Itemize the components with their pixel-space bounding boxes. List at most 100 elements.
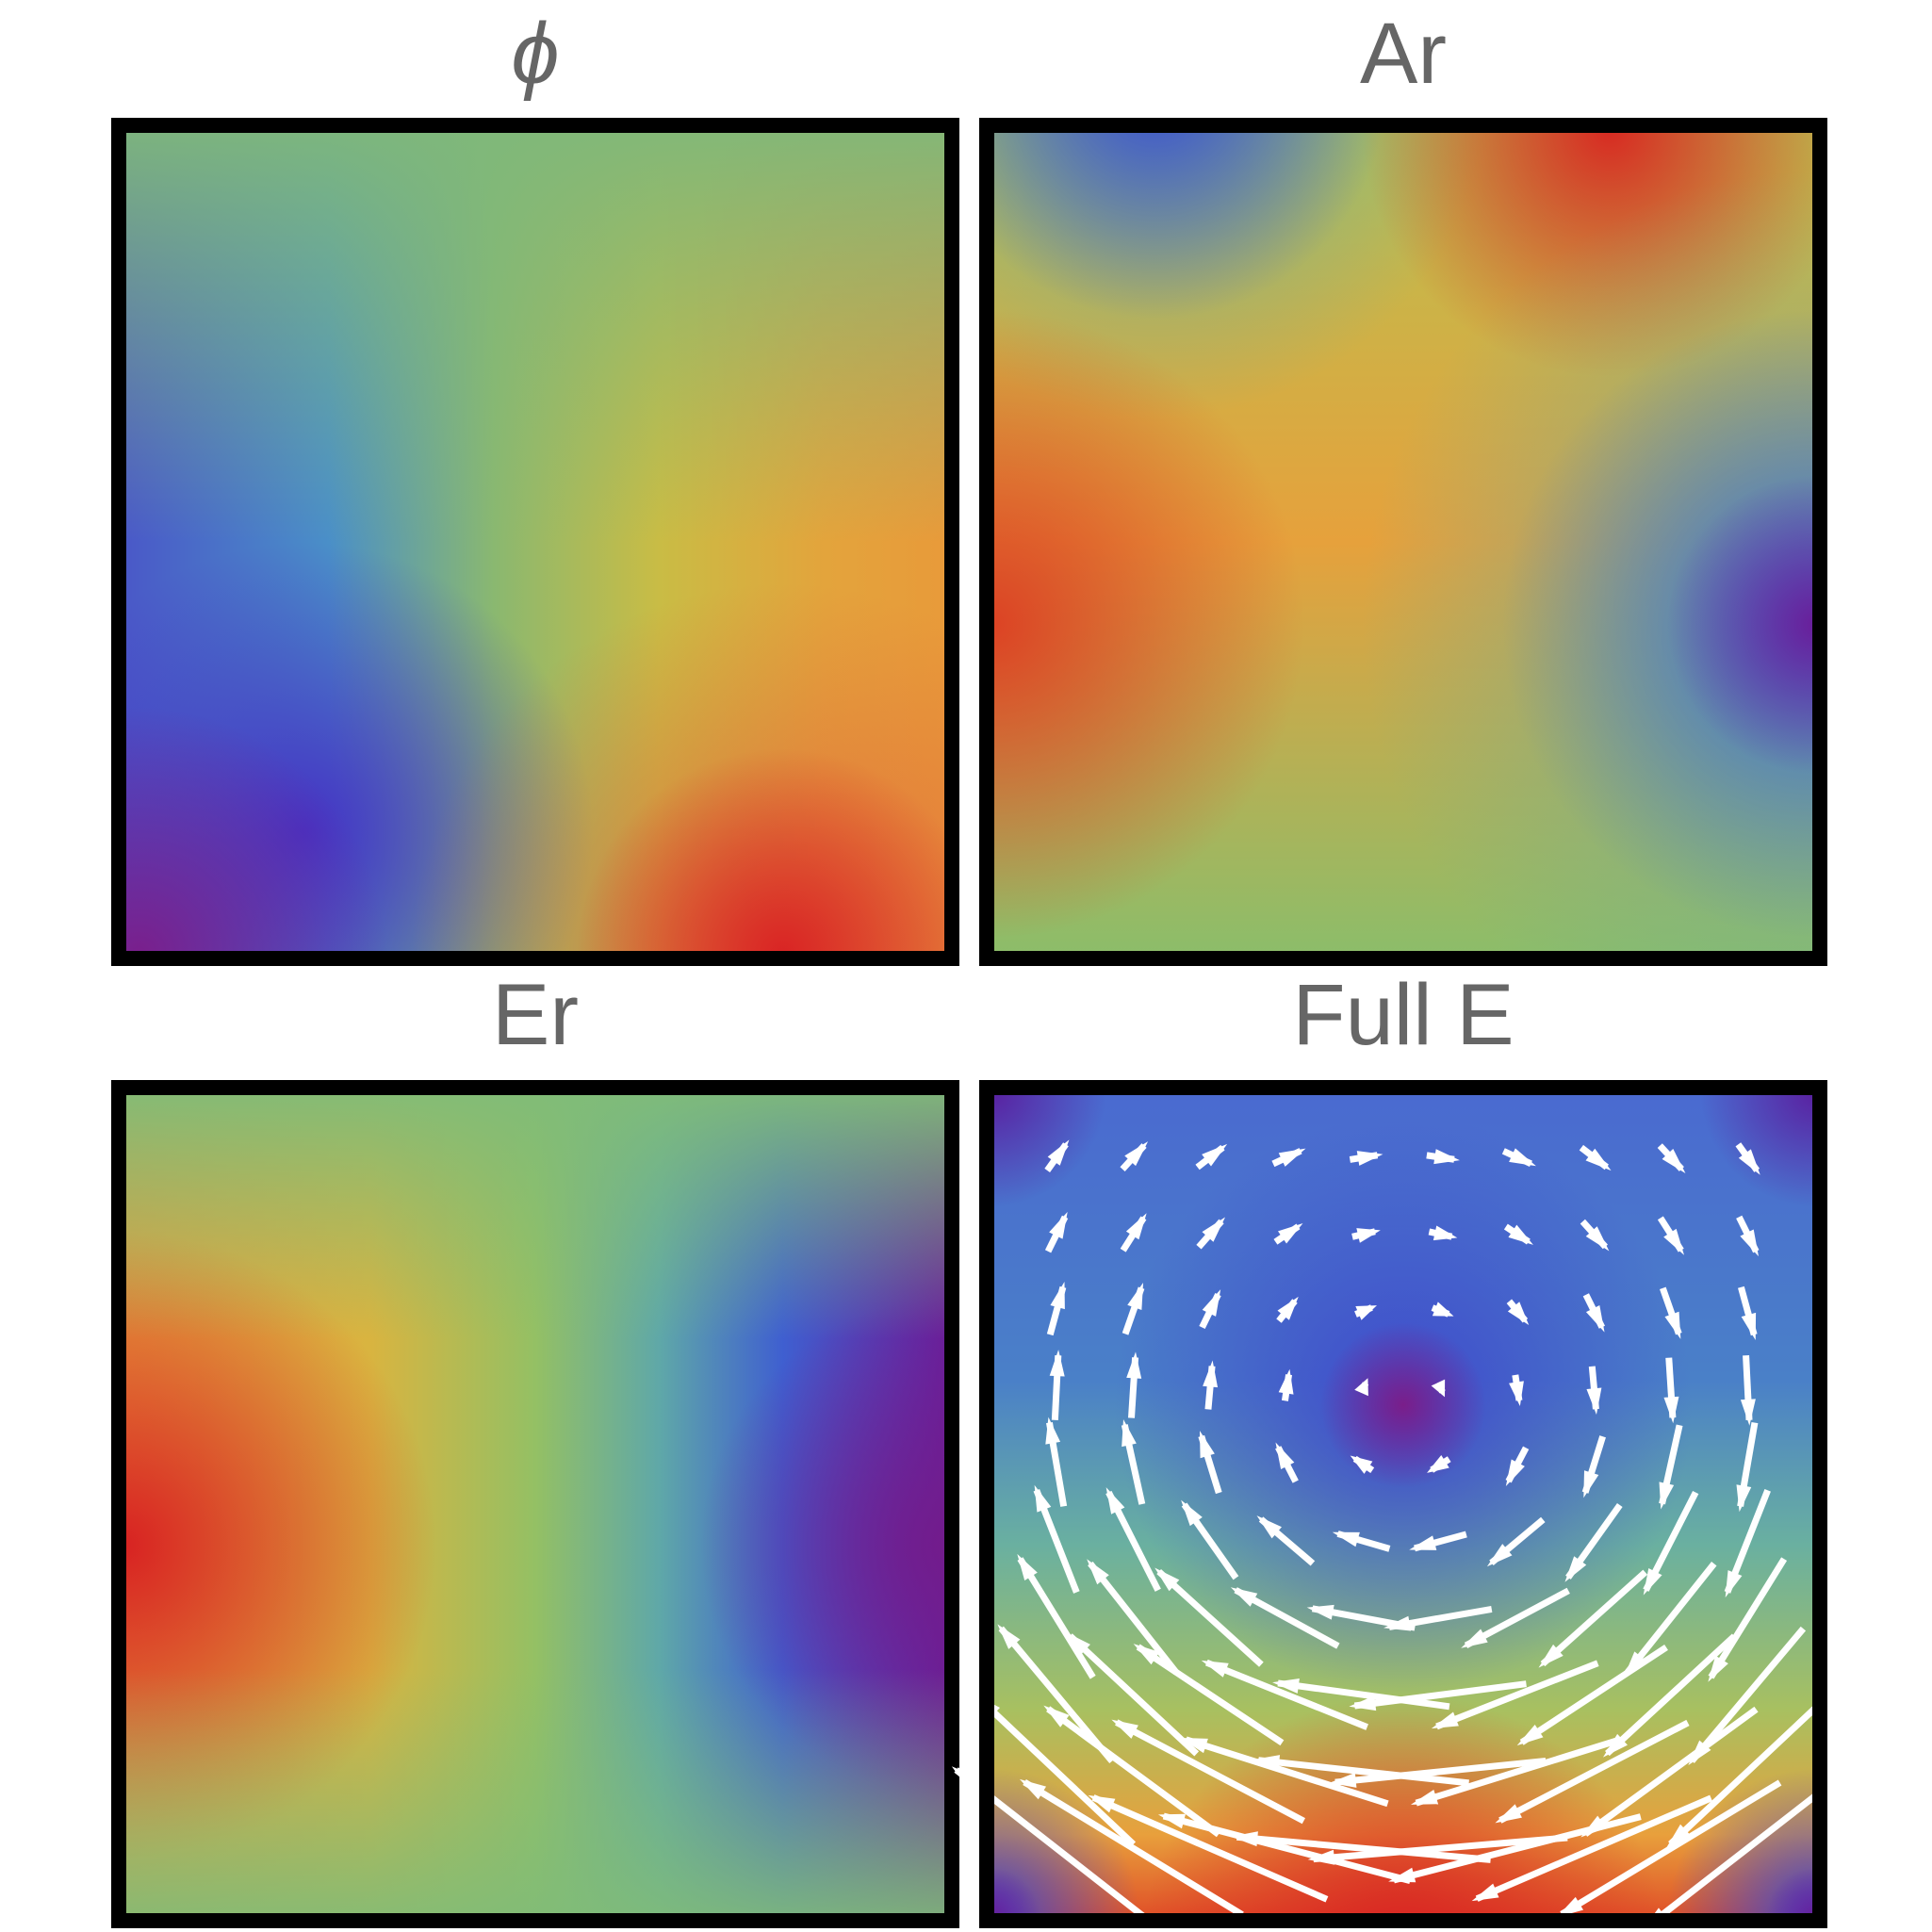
arrow-head	[1486, 1544, 1513, 1567]
arrow-head	[1708, 1655, 1728, 1682]
arrow-head	[1432, 1302, 1454, 1317]
arrow-head	[1505, 1459, 1525, 1487]
arrow	[1277, 1679, 1450, 1711]
arrow-head	[1272, 1678, 1300, 1694]
arrow-head	[1047, 1139, 1070, 1166]
arrow-head	[1666, 1824, 1691, 1848]
arrow	[1156, 1568, 1264, 1667]
arrow	[1236, 1833, 1491, 1863]
arrow	[1498, 1719, 1690, 1824]
arrow	[1257, 1757, 1469, 1787]
arrow-head	[1034, 1484, 1052, 1513]
arrow-head	[1329, 1772, 1357, 1788]
arrow-head	[1356, 1228, 1381, 1243]
arrow	[1625, 1562, 1717, 1675]
arrow-head	[1356, 1151, 1384, 1166]
arrow-head	[1583, 1470, 1599, 1498]
arrow	[1475, 1794, 1712, 1902]
arrow	[1185, 1736, 1389, 1808]
arrow-head	[1624, 1651, 1646, 1678]
arrow-head	[1087, 1559, 1109, 1585]
arrow-head	[1643, 1568, 1662, 1596]
arrow-head	[1556, 1896, 1584, 1918]
arrow	[1334, 1758, 1547, 1786]
arrow-head	[1427, 1454, 1449, 1473]
arrow-head	[1516, 1725, 1544, 1746]
arrow-head	[1433, 1225, 1458, 1241]
arrow-head	[1043, 1705, 1070, 1727]
arrow	[1023, 1778, 1244, 1918]
arrow-head	[1230, 1587, 1258, 1607]
arrow-head	[1471, 1883, 1499, 1902]
arrow-head	[1105, 1487, 1125, 1514]
arrow-head	[1354, 1378, 1368, 1397]
arrow-head	[1538, 1644, 1564, 1668]
arrow-head	[1231, 1831, 1258, 1847]
arrow-head	[1355, 1305, 1377, 1320]
arrow-head	[1088, 1794, 1116, 1813]
arrow-head	[1585, 1304, 1605, 1333]
arrow	[1668, 1696, 1827, 1847]
arrow	[1017, 1557, 1096, 1679]
arrow-head	[997, 1624, 1021, 1649]
arrow-head	[1663, 1396, 1679, 1424]
arrow-head	[1133, 1644, 1160, 1665]
heatmap	[123, 1091, 948, 1917]
arrow-head	[1461, 1629, 1488, 1648]
heatmap	[123, 129, 948, 955]
arrow-head	[1663, 1228, 1685, 1255]
arrow-head	[1017, 1553, 1038, 1580]
arrow	[1540, 1569, 1648, 1667]
arrow-head	[1580, 1815, 1607, 1838]
arrow-head	[1278, 1368, 1294, 1395]
arrow-head	[1585, 1226, 1610, 1252]
arrow-head	[1738, 1149, 1760, 1175]
arrow-head	[1019, 1778, 1047, 1800]
arrow-head	[1495, 1804, 1522, 1824]
arrow	[1605, 1633, 1737, 1757]
arrow	[1136, 1644, 1285, 1746]
arrow	[1689, 1626, 1807, 1763]
arrow-head	[1307, 1849, 1335, 1865]
arrow-head	[1350, 1455, 1373, 1474]
arrow-head	[1431, 1711, 1459, 1729]
arrow-head	[1585, 1148, 1612, 1171]
arrow	[1205, 1659, 1368, 1730]
panel-frame	[979, 1080, 1827, 1928]
arrow-head	[1431, 1379, 1446, 1398]
panel-title: ϕ	[511, 6, 559, 102]
arrow-head	[1662, 1148, 1686, 1173]
arrow-head	[1508, 1224, 1533, 1245]
arrow	[1435, 1660, 1599, 1730]
panel-frame	[979, 118, 1827, 966]
arrow-head	[1127, 1282, 1144, 1311]
arrow-head	[1509, 1381, 1524, 1406]
arrow-head	[1388, 1867, 1416, 1883]
panel-frame	[111, 118, 959, 966]
panel-title: Ar	[1360, 6, 1447, 102]
arrow	[1353, 1680, 1527, 1710]
arrow	[1583, 1706, 1759, 1837]
arrow-head	[1111, 1719, 1138, 1739]
arrow-head	[1049, 1211, 1068, 1239]
arrow-head	[1410, 1789, 1439, 1805]
arrow-head	[1050, 1282, 1065, 1310]
arrow-head	[1065, 1631, 1090, 1656]
heatmap	[991, 129, 1816, 955]
arrow-head	[1201, 1660, 1229, 1678]
arrow-head	[1154, 1567, 1180, 1592]
arrow-head	[1509, 1148, 1536, 1167]
arrow	[1046, 1706, 1221, 1838]
arrow	[977, 1696, 1137, 1847]
arrow-head	[1157, 1813, 1187, 1829]
arrow-head	[1433, 1149, 1460, 1165]
arrow-head	[1202, 1289, 1221, 1317]
arrow-head	[1306, 1604, 1334, 1620]
arrow-head	[1199, 1431, 1215, 1459]
heatmap	[951, 1091, 1851, 1930]
arrow-head	[1740, 1399, 1756, 1426]
arrow-head	[1049, 1350, 1065, 1377]
arrow-head	[1332, 1531, 1360, 1547]
arrow-head	[1256, 1515, 1282, 1539]
